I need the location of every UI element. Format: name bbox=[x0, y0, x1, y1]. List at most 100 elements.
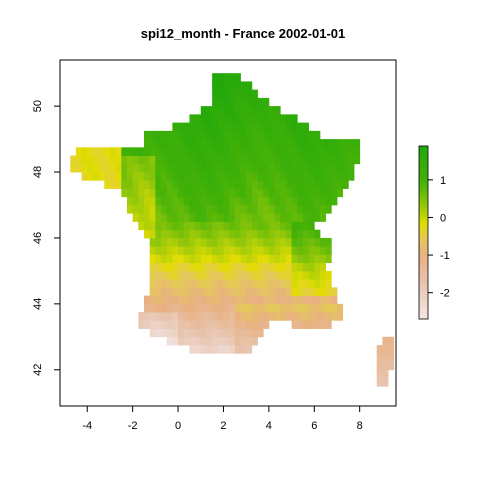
raster-cell bbox=[161, 270, 168, 280]
raster-cell bbox=[183, 172, 190, 181]
raster-cell bbox=[178, 312, 185, 321]
raster-cell bbox=[319, 163, 327, 173]
raster-cell bbox=[229, 229, 236, 239]
raster-cell bbox=[348, 163, 355, 173]
raster-cell bbox=[75, 163, 82, 173]
raster-cell bbox=[217, 73, 224, 82]
raster-cell bbox=[200, 345, 207, 354]
raster-cell bbox=[183, 213, 190, 222]
raster-cell bbox=[229, 188, 236, 198]
raster-cell bbox=[217, 122, 224, 132]
raster-cell bbox=[223, 188, 230, 198]
raster-cell bbox=[149, 237, 156, 247]
raster-cell bbox=[166, 213, 173, 222]
raster-cell bbox=[297, 320, 304, 329]
raster-cell bbox=[291, 130, 298, 140]
raster-cell bbox=[246, 246, 253, 255]
raster-cell bbox=[172, 270, 179, 280]
raster-cell bbox=[200, 221, 207, 231]
raster-cell bbox=[251, 279, 258, 288]
raster-cell bbox=[189, 155, 196, 165]
raster-cell bbox=[285, 114, 292, 124]
raster-cell bbox=[183, 188, 190, 198]
raster-cell bbox=[251, 147, 258, 156]
raster-cell bbox=[189, 122, 196, 132]
raster-cell bbox=[291, 262, 298, 272]
raster-cell bbox=[115, 163, 122, 173]
raster-cell bbox=[217, 81, 224, 91]
raster-cell bbox=[212, 155, 219, 165]
raster-cell bbox=[223, 196, 230, 206]
raster-cell bbox=[109, 180, 117, 189]
raster-cell bbox=[138, 172, 145, 181]
raster-cell bbox=[206, 122, 213, 132]
raster-cell bbox=[302, 213, 309, 222]
raster-cell bbox=[161, 130, 168, 140]
raster-cell bbox=[291, 163, 298, 173]
raster-cell bbox=[314, 237, 321, 247]
raster-cell bbox=[268, 163, 275, 173]
raster-cell bbox=[144, 295, 151, 305]
raster-cell bbox=[206, 188, 213, 198]
raster-cell bbox=[257, 163, 264, 173]
raster-cell bbox=[217, 303, 224, 313]
raster-cell bbox=[285, 172, 292, 181]
raster-cell bbox=[206, 221, 213, 231]
raster-cell bbox=[183, 295, 190, 305]
raster-cell bbox=[132, 188, 139, 198]
raster-cell bbox=[92, 155, 99, 165]
raster-cell bbox=[155, 155, 162, 165]
raster-cell bbox=[302, 295, 309, 305]
raster-cell bbox=[178, 336, 185, 346]
raster-cell bbox=[149, 229, 156, 239]
raster-cell bbox=[161, 229, 168, 239]
raster-cell bbox=[223, 287, 230, 297]
raster-cell bbox=[246, 155, 253, 165]
raster-cell bbox=[223, 320, 230, 329]
raster-cell bbox=[155, 130, 162, 140]
raster-cell bbox=[149, 303, 156, 313]
raster-cell bbox=[280, 163, 287, 173]
raster-cell bbox=[183, 221, 190, 231]
raster-cell bbox=[132, 213, 139, 222]
raster-cell bbox=[195, 254, 202, 264]
raster-cell bbox=[240, 312, 247, 321]
raster-cell bbox=[257, 262, 264, 272]
raster-cell bbox=[195, 303, 202, 313]
raster-cell bbox=[229, 246, 236, 255]
raster-cell bbox=[331, 172, 338, 181]
raster-cell bbox=[234, 229, 241, 239]
raster-cell bbox=[268, 139, 275, 148]
raster-cell bbox=[308, 188, 315, 198]
raster-cell bbox=[325, 312, 332, 321]
raster-cell bbox=[229, 345, 236, 354]
raster-cell bbox=[280, 254, 287, 264]
raster-cell bbox=[263, 130, 270, 140]
raster-cell bbox=[223, 237, 230, 247]
raster-cell bbox=[195, 246, 202, 255]
raster-cell bbox=[297, 196, 304, 206]
raster-cell bbox=[280, 172, 287, 181]
raster-cell bbox=[195, 204, 202, 214]
raster-cell bbox=[200, 204, 207, 214]
raster-cell bbox=[178, 254, 185, 264]
raster-cell bbox=[285, 188, 292, 198]
raster-cell bbox=[308, 295, 315, 305]
raster-cell bbox=[206, 328, 213, 338]
raster-cell bbox=[302, 320, 309, 329]
raster-cell bbox=[251, 312, 258, 321]
raster-cell bbox=[342, 180, 349, 189]
raster-cell bbox=[268, 262, 275, 272]
raster-cell bbox=[285, 147, 292, 156]
raster-cell bbox=[257, 196, 264, 206]
raster-cell bbox=[206, 295, 213, 305]
raster-cell bbox=[132, 147, 139, 156]
raster-cell bbox=[240, 246, 247, 255]
raster-cell bbox=[229, 221, 236, 231]
raster-cell bbox=[314, 213, 321, 222]
raster-cell bbox=[206, 262, 213, 272]
raster-cell bbox=[223, 114, 230, 124]
raster-cell bbox=[251, 106, 258, 115]
raster-cell bbox=[297, 237, 304, 247]
